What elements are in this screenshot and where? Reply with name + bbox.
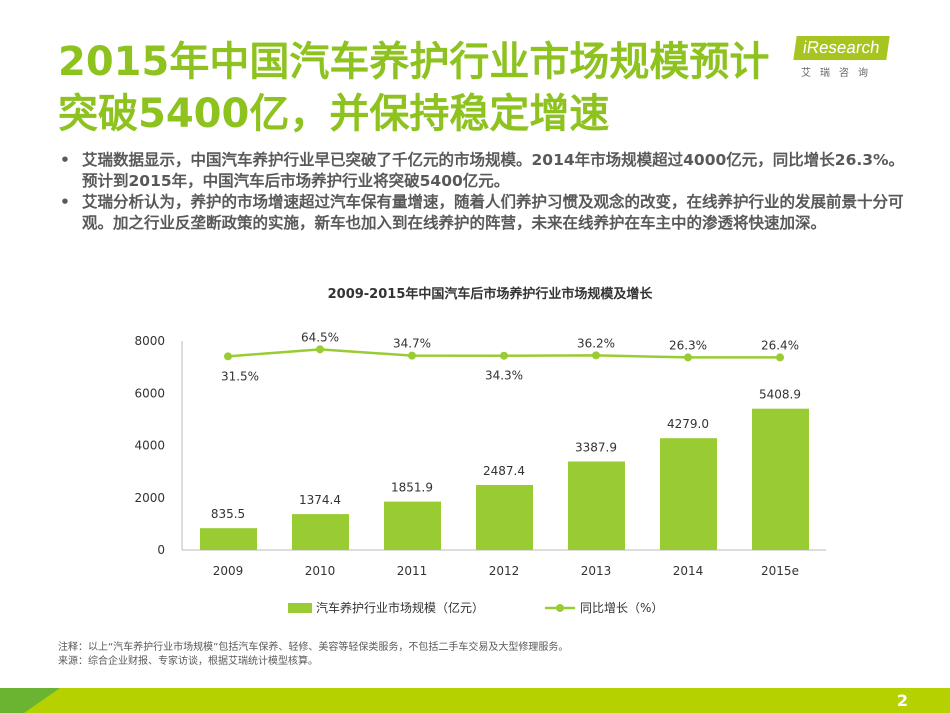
x-tick-label: 2010 xyxy=(305,564,336,578)
bar xyxy=(200,528,257,550)
growth-label: 31.5% xyxy=(221,369,259,383)
growth-label: 36.2% xyxy=(577,336,615,350)
chart-title: 2009-2015年中国汽车后市场养护行业市场规模及增长 xyxy=(328,286,654,302)
page-title: 2015年中国汽车养护行业市场规模预计突破5400亿，并保持稳定增速 xyxy=(58,39,770,137)
legend-line-label: 同比增长（%） xyxy=(580,601,663,615)
growth-point xyxy=(224,352,232,361)
bar-label: 1851.9 xyxy=(391,481,433,495)
notes: 注释：以上“汽车养护行业市场规模”包括汽车保养、轻修、美容等轻保类服务，不包括二… xyxy=(58,641,568,669)
footer-stripe xyxy=(0,688,60,713)
growth-point xyxy=(500,351,508,360)
source-text: 来源：综合企业财报、专家访谈，根据艾瑞统计模型核算。 xyxy=(58,656,318,667)
bar-label: 1374.4 xyxy=(299,493,341,507)
bar-label: 4279.0 xyxy=(667,417,709,431)
bar xyxy=(660,438,717,550)
bullet-item: 艾瑞数据显示，中国汽车养护行业早已突破了千亿元的市场规模。2014年市场规模超过… xyxy=(60,150,910,192)
growth-point xyxy=(408,351,416,360)
growth-label: 26.4% xyxy=(761,338,799,352)
y-tick-label: 2000 xyxy=(134,491,165,505)
bar xyxy=(752,408,809,550)
footer-bar: 2 xyxy=(0,688,950,713)
growth-point xyxy=(684,353,692,362)
bar-label: 2487.4 xyxy=(483,464,525,478)
legend-line-marker xyxy=(556,604,564,612)
x-tick-label: 2013 xyxy=(581,564,612,578)
x-tick-label: 2012 xyxy=(489,564,520,578)
page-number: 2 xyxy=(896,691,908,710)
x-tick-label: 2011 xyxy=(397,564,428,578)
bar xyxy=(476,485,533,550)
bar xyxy=(568,461,625,550)
x-tick-label: 2009 xyxy=(213,564,244,578)
y-tick-label: 0 xyxy=(157,543,165,557)
y-tick-label: 8000 xyxy=(134,334,165,348)
bar-label: 3387.9 xyxy=(575,440,617,454)
note-text: 注释：以上“汽车养护行业市场规模”包括汽车保养、轻修、美容等轻保类服务，不包括二… xyxy=(58,642,569,653)
bullet-item: 艾瑞分析认为，养护的市场增速超过汽车保有量增速，随着人们养护习惯及观念的改变，在… xyxy=(60,192,910,234)
x-tick-label: 2015e xyxy=(761,564,799,578)
y-tick-label: 4000 xyxy=(134,439,165,453)
bar xyxy=(292,514,349,550)
x-tick-label: 2014 xyxy=(673,564,704,578)
bar xyxy=(384,501,441,550)
growth-label: 26.3% xyxy=(669,338,707,352)
growth-label: 34.7% xyxy=(393,337,431,351)
bar-label: 5408.9 xyxy=(759,388,801,402)
iresearch-logo: iResearch 艾瑞咨询 xyxy=(793,36,900,79)
growth-point xyxy=(776,353,784,362)
legend-bar-label: 汽车养护行业市场规模（亿元） xyxy=(316,600,484,615)
growth-point xyxy=(316,345,324,354)
growth-point xyxy=(592,351,600,360)
growth-label: 34.3% xyxy=(485,369,523,383)
legend-bar-swatch xyxy=(288,603,312,613)
bullet-list: 艾瑞数据显示，中国汽车养护行业早已突破了千亿元的市场规模。2014年市场规模超过… xyxy=(60,150,910,234)
chart: 2009-2015年中国汽车后市场养护行业市场规模及增长 0 2000 4000 60… xyxy=(134,286,826,615)
bar-label: 835.5 xyxy=(211,507,245,521)
y-tick-label: 6000 xyxy=(134,386,165,400)
growth-label: 64.5% xyxy=(301,330,339,344)
